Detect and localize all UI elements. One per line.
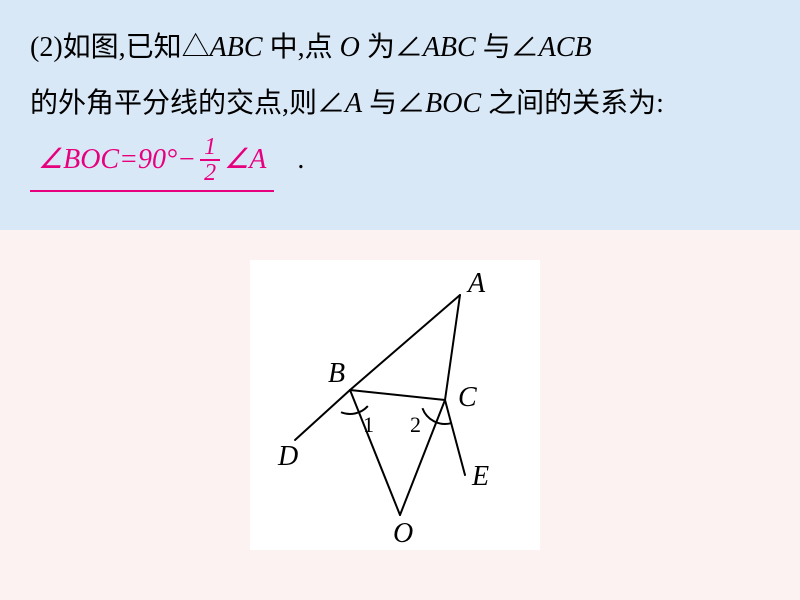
pt-o: O — [340, 32, 360, 63]
svg-text:C: C — [458, 382, 477, 413]
svg-text:D: D — [277, 441, 298, 472]
geometry-figure: A B C D E O 1 2 — [250, 260, 540, 550]
t2: 中,点 — [263, 32, 340, 63]
ang-a: A — [345, 88, 362, 119]
fraction: 1 2 — [200, 135, 220, 185]
ang-acb: ACB — [539, 32, 592, 63]
underline — [30, 190, 274, 192]
item-number: (2) — [30, 32, 63, 63]
problem-text: (2)如图,已知△ABC 中,点 O 为∠ABC 与∠ACB 的外角平分线的交点… — [30, 20, 770, 188]
t3: 为∠ — [360, 32, 423, 63]
answer-blank: ∠BOC = 90° − 1 2 ∠A — [30, 132, 274, 188]
period: . — [297, 144, 304, 175]
svg-text:1: 1 — [363, 412, 374, 437]
t1: 如图,已知△ — [63, 32, 210, 63]
ans-rhs: ∠A — [224, 132, 266, 188]
frac-den: 2 — [200, 161, 220, 185]
figure-svg: A B C D E O 1 2 — [250, 260, 540, 550]
t6: 与∠ — [362, 88, 425, 119]
ans-lhs: ∠BOC — [38, 132, 119, 188]
frac-num: 1 — [200, 135, 220, 159]
ang-abc: ABC — [423, 32, 476, 63]
svg-text:B: B — [328, 358, 345, 389]
t7: 之间的关系为: — [481, 88, 664, 119]
tri-abc: ABC — [210, 32, 263, 63]
ans-90: 90° — [138, 132, 177, 188]
answer-formula: ∠BOC = 90° − 1 2 ∠A — [30, 132, 274, 188]
ans-eq: = — [119, 132, 138, 188]
svg-text:2: 2 — [410, 412, 421, 437]
t4: 与∠ — [476, 32, 539, 63]
svg-text:O: O — [393, 518, 413, 549]
ang-boc: BOC — [425, 88, 481, 119]
svg-text:E: E — [471, 461, 489, 492]
svg-text:A: A — [466, 268, 486, 299]
t5: 的外角平分线的交点,则∠ — [30, 88, 345, 119]
problem-panel: (2)如图,已知△ABC 中,点 O 为∠ABC 与∠ACB 的外角平分线的交点… — [0, 0, 800, 230]
ans-minus: − — [177, 132, 196, 188]
